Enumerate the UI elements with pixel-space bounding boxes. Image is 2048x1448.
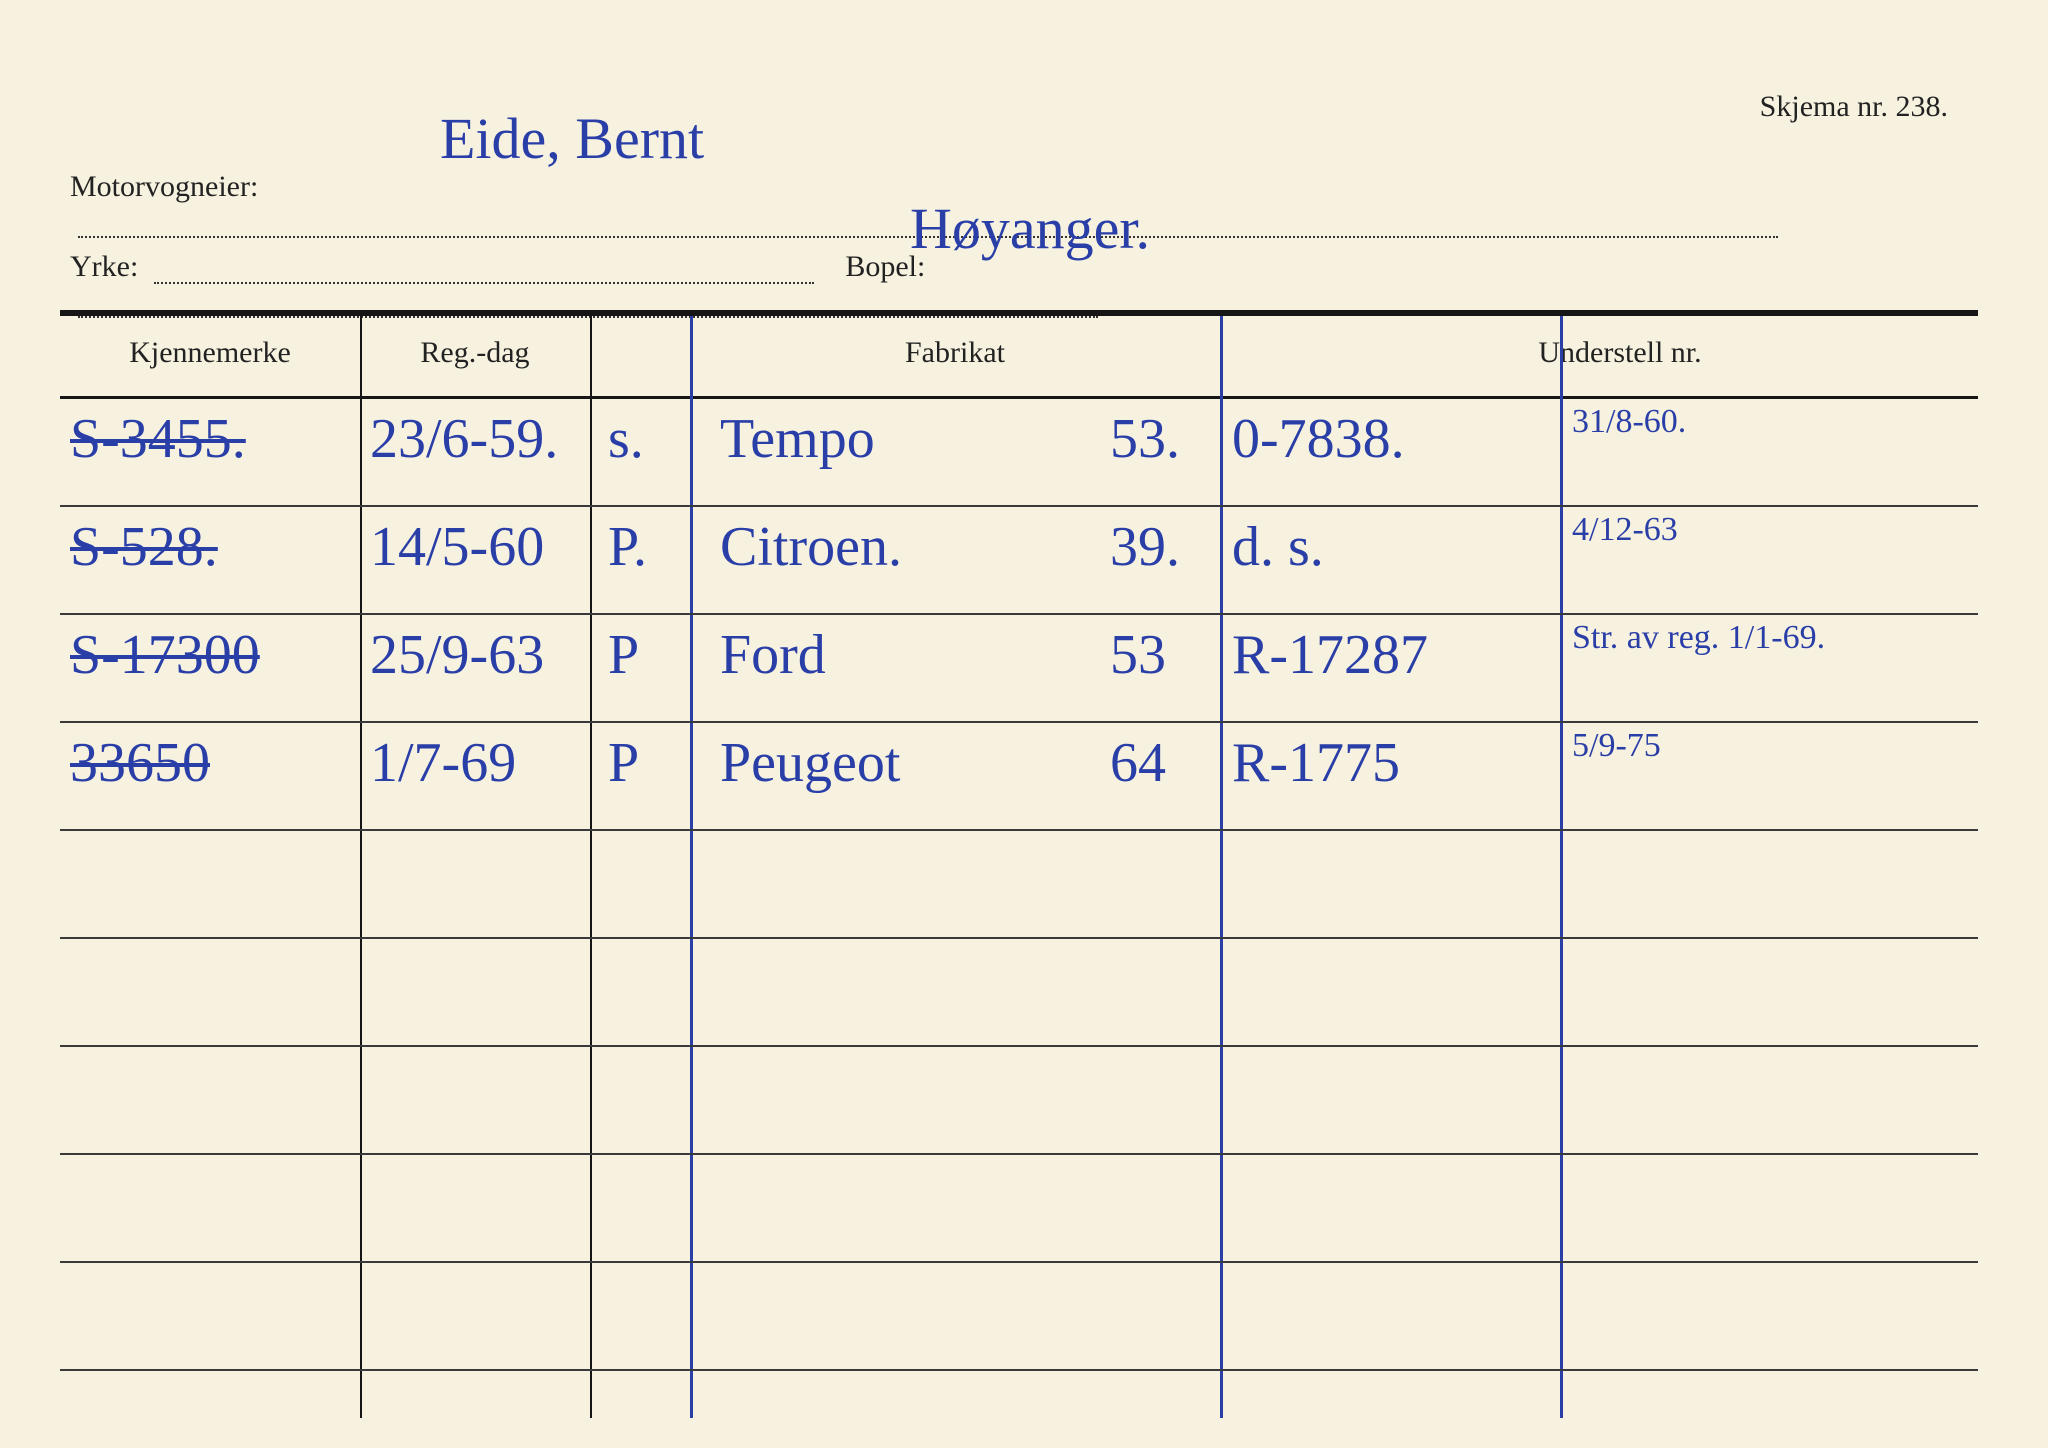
cell-note: 5/9-75 <box>1572 729 1661 763</box>
table-row-blank <box>60 1155 1978 1263</box>
vehicle-table: Kjennemerke Reg.-dag Fabrikat Understell… <box>60 316 1978 1418</box>
cell-fabrikat: Tempo <box>720 411 1100 467</box>
col-header-regdag: Reg.-dag <box>360 336 590 370</box>
registration-card: Skjema nr. 238. Motorvogneier: Eide, Ber… <box>40 40 2008 1448</box>
cell-type: s. <box>608 411 690 467</box>
table-row: 336501/7-69 P Peugeot64 R-1775 5/9-75 <box>60 723 1978 831</box>
cell-kjennemerke: S-17300 <box>70 627 360 683</box>
col-header-kjennemerke: Kjennemerke <box>60 336 360 370</box>
table-row: S-1730025/9-63 P Ford53 R-17287 Str. av reg.… <box>60 615 1978 723</box>
col-header-understell: Understell nr. <box>1220 336 2020 370</box>
cell-year: 39. <box>1110 519 1210 575</box>
residence-handwritten: Høyanger. <box>910 200 1150 258</box>
cell-understell: 0-7838. <box>1232 411 1560 467</box>
cell-year: 53. <box>1110 411 1210 467</box>
cell-type: P <box>608 735 690 791</box>
cell-regdag: 23/6-59. <box>370 411 590 467</box>
cell-year: 64 <box>1110 735 1210 791</box>
cell-fabrikat: Peugeot <box>720 735 1100 791</box>
table-row-blank <box>60 939 1978 1047</box>
cell-regdag: 14/5-60 <box>370 519 590 575</box>
table-row-blank <box>60 831 1978 939</box>
table-row: S-528.14/5-60 P. Citroen.39. d. s. 4/12-63 <box>60 507 1978 615</box>
cell-fabrikat: Ford <box>720 627 1100 683</box>
form-number: Skjema nr. 238. <box>1760 90 1948 124</box>
cell-understell: R-1775 <box>1232 735 1560 791</box>
cell-understell: R-17287 <box>1232 627 1560 683</box>
cell-kjennemerke: 33650 <box>70 735 360 791</box>
table-row-blank <box>60 1047 1978 1155</box>
cell-kjennemerke: S-528. <box>70 519 360 575</box>
col-header-fabrikat: Fabrikat <box>690 336 1220 370</box>
owner-name-handwritten: Eide, Bernt <box>440 110 704 168</box>
table-row: S-3455.23/6-59. s. Tempo53. 0-7838. 31/8-60. <box>60 399 1978 507</box>
cell-regdag: 1/7-69 <box>370 735 590 791</box>
cell-year: 53 <box>1110 627 1210 683</box>
cell-type: P <box>608 627 690 683</box>
cell-understell: d. s. <box>1232 519 1560 575</box>
cell-regdag: 25/9-63 <box>370 627 590 683</box>
table-row-blank <box>60 1263 1978 1371</box>
cell-note: Str. av reg. 1/1-69. <box>1572 621 1825 655</box>
row-underline <box>60 1369 1978 1371</box>
cell-kjennemerke: S-3455. <box>70 411 360 467</box>
job-label: Yrke: <box>70 250 138 284</box>
table-header-row: Kjennemerke Reg.-dag Fabrikat Understell… <box>60 316 1978 396</box>
cell-type: P. <box>608 519 690 575</box>
cell-note: 4/12-63 <box>1572 513 1678 547</box>
owner-label: Motorvogneier: <box>70 170 258 204</box>
cell-note: 31/8-60. <box>1572 405 1686 439</box>
job-line <box>154 256 814 284</box>
cell-fabrikat: Citroen. <box>720 519 1100 575</box>
